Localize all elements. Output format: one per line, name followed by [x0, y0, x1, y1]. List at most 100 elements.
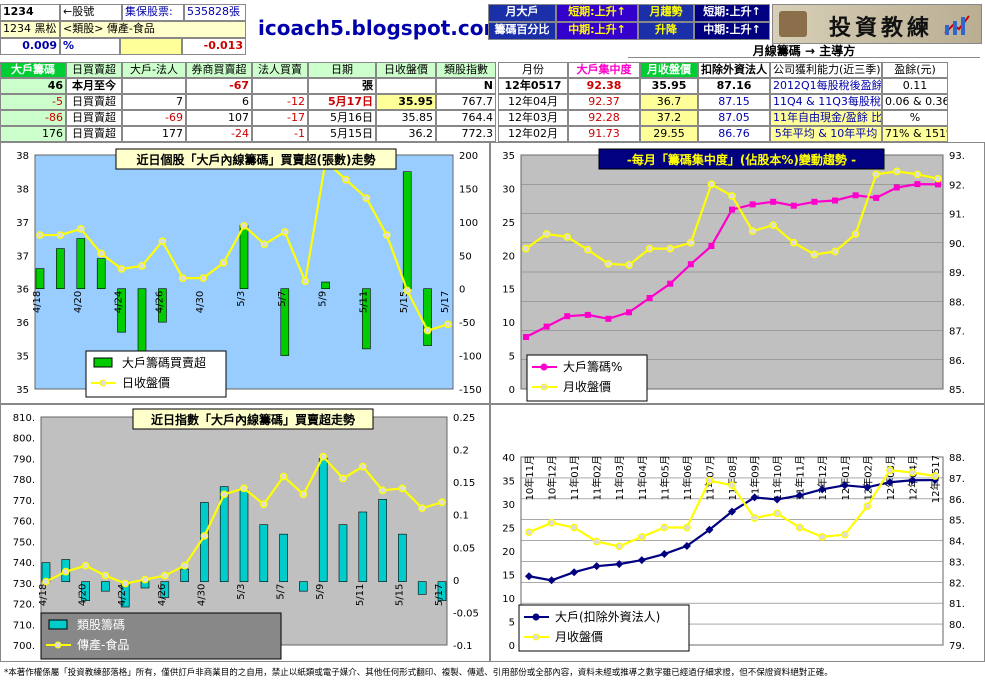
- x-tick-label: 4/18: [38, 584, 49, 606]
- data-point: [563, 233, 572, 241]
- data-point: [851, 230, 860, 238]
- bar: [180, 568, 189, 582]
- legend-marker: [532, 633, 540, 641]
- data-point: [570, 568, 579, 577]
- right-table-header: 月收盤價: [640, 62, 698, 78]
- left-table-cell: 177: [122, 126, 186, 142]
- footer-disclaimer: *本著作權係屬「投資教練部落格」所有，僅供訂戶非商業目的之自用，禁止以紙類或電子…: [4, 668, 833, 678]
- data-point: [770, 198, 777, 205]
- data-point: [708, 243, 715, 249]
- x-tick-label: 11年06月: [681, 455, 694, 500]
- data-point: [872, 170, 881, 179]
- bar: [81, 581, 90, 601]
- y-left-tick-label: 38: [16, 151, 29, 162]
- data-point: [666, 244, 675, 253]
- data-point: [908, 468, 917, 477]
- y-right-tick-label: 0: [453, 576, 459, 587]
- left-table-cell: 張: [308, 78, 376, 94]
- data-point: [522, 244, 530, 253]
- data-point: [160, 571, 169, 580]
- x-tick-label: 5/11: [358, 291, 369, 313]
- data-point: [382, 231, 391, 239]
- data-point: [863, 483, 872, 492]
- x-tick-label: 4/24: [114, 291, 125, 313]
- right-table-cell: 91.73: [568, 126, 640, 142]
- y-right-tick-label: 0.05: [453, 543, 475, 554]
- x-tick-label: 12年01月: [839, 455, 852, 500]
- y-left-tick-label: 40: [502, 453, 515, 464]
- x-tick-label: 11年04月: [636, 455, 649, 500]
- data-point: [686, 238, 695, 247]
- bar: [358, 511, 368, 582]
- bar: [35, 268, 45, 290]
- y-left-tick-label: 15: [502, 285, 515, 296]
- data-point: [423, 326, 432, 335]
- x-tick-label: 4/26: [157, 584, 168, 606]
- y-right-tick-label: 85.: [949, 516, 965, 527]
- y-right-tick-label: 88.: [949, 453, 965, 464]
- data-point: [773, 495, 782, 504]
- data-point: [852, 192, 859, 199]
- y-left-tick-label: 15: [502, 571, 515, 582]
- data-point: [728, 481, 736, 490]
- data-point: [398, 484, 407, 493]
- x-tick-label: 5/3: [236, 584, 247, 600]
- data-point: [564, 313, 571, 320]
- box2-line2: 中期:上升↑: [556, 22, 638, 40]
- data-point: [795, 523, 804, 532]
- data-point: [637, 556, 646, 565]
- data-point: [547, 576, 556, 585]
- data-point: [707, 180, 716, 189]
- x-tick-label: 11年05月: [658, 455, 671, 500]
- data-point: [687, 261, 694, 268]
- blog-title[interactable]: icoach5.blogspot.com: [258, 16, 505, 40]
- data-point: [279, 472, 288, 481]
- data-point: [682, 541, 691, 550]
- y-left-tick-label: 0: [509, 641, 515, 652]
- data-point: [61, 567, 70, 576]
- x-tick-label: 10年12月: [546, 455, 559, 500]
- right-table-cell: 87.15: [698, 94, 770, 110]
- data-point: [523, 334, 529, 340]
- left-table-cell: 5月17日: [308, 94, 376, 110]
- y-left-tick-label: 20: [502, 251, 515, 262]
- y-left-tick-label: 35: [502, 151, 515, 162]
- data-point: [935, 181, 941, 188]
- holder-label: 集保股票:: [122, 4, 184, 21]
- left-table-cell: 6: [186, 94, 252, 110]
- data-point: [914, 181, 921, 188]
- right-table-cell: 29.55: [640, 126, 698, 142]
- x-tick-label: 4/30: [196, 584, 207, 606]
- bar: [239, 489, 249, 582]
- bar: [279, 533, 288, 582]
- y-right-tick-label: 0.15: [453, 478, 475, 489]
- y-left-tick-label: 780.: [13, 475, 35, 486]
- data-point: [645, 244, 654, 253]
- y-left-tick-label: 730.: [13, 579, 35, 590]
- y-left-tick-label: 10: [502, 594, 515, 605]
- left-table-cell: 7: [122, 94, 186, 110]
- data-point: [299, 490, 308, 499]
- y-left-tick-label: 740.: [13, 558, 35, 569]
- bar: [56, 248, 65, 290]
- left-table-cell: 772.3: [436, 126, 496, 142]
- x-tick-label: 4/30: [195, 291, 206, 313]
- y-right-tick-label: 81.: [949, 599, 965, 610]
- y-left-tick-label: 35: [16, 385, 29, 396]
- bar: [117, 288, 126, 333]
- left-table-cell: -1: [252, 126, 308, 142]
- y-right-tick-label: 89.: [949, 268, 965, 279]
- box3-line2: 升降: [638, 22, 694, 40]
- data-point: [339, 474, 347, 483]
- y-right-tick-label: -0.05: [453, 608, 479, 619]
- y-left-tick-label: 35: [502, 477, 515, 488]
- y-right-tick-label: 88.: [949, 297, 965, 308]
- chart-daily-stock: 200 150 100 50 0 -50 -100 -150 38 38 37 37 36 36 35 35 4…: [0, 142, 490, 404]
- stock-code: 1234: [0, 4, 60, 21]
- data-point: [831, 247, 839, 256]
- right-table-cell: 12年03月: [498, 110, 568, 126]
- holder-value: 535828張: [184, 4, 246, 21]
- legend-swatch: [93, 357, 113, 368]
- x-tick-label: 4/20: [78, 584, 89, 606]
- right-table-cell: 71% & 151%: [882, 126, 948, 142]
